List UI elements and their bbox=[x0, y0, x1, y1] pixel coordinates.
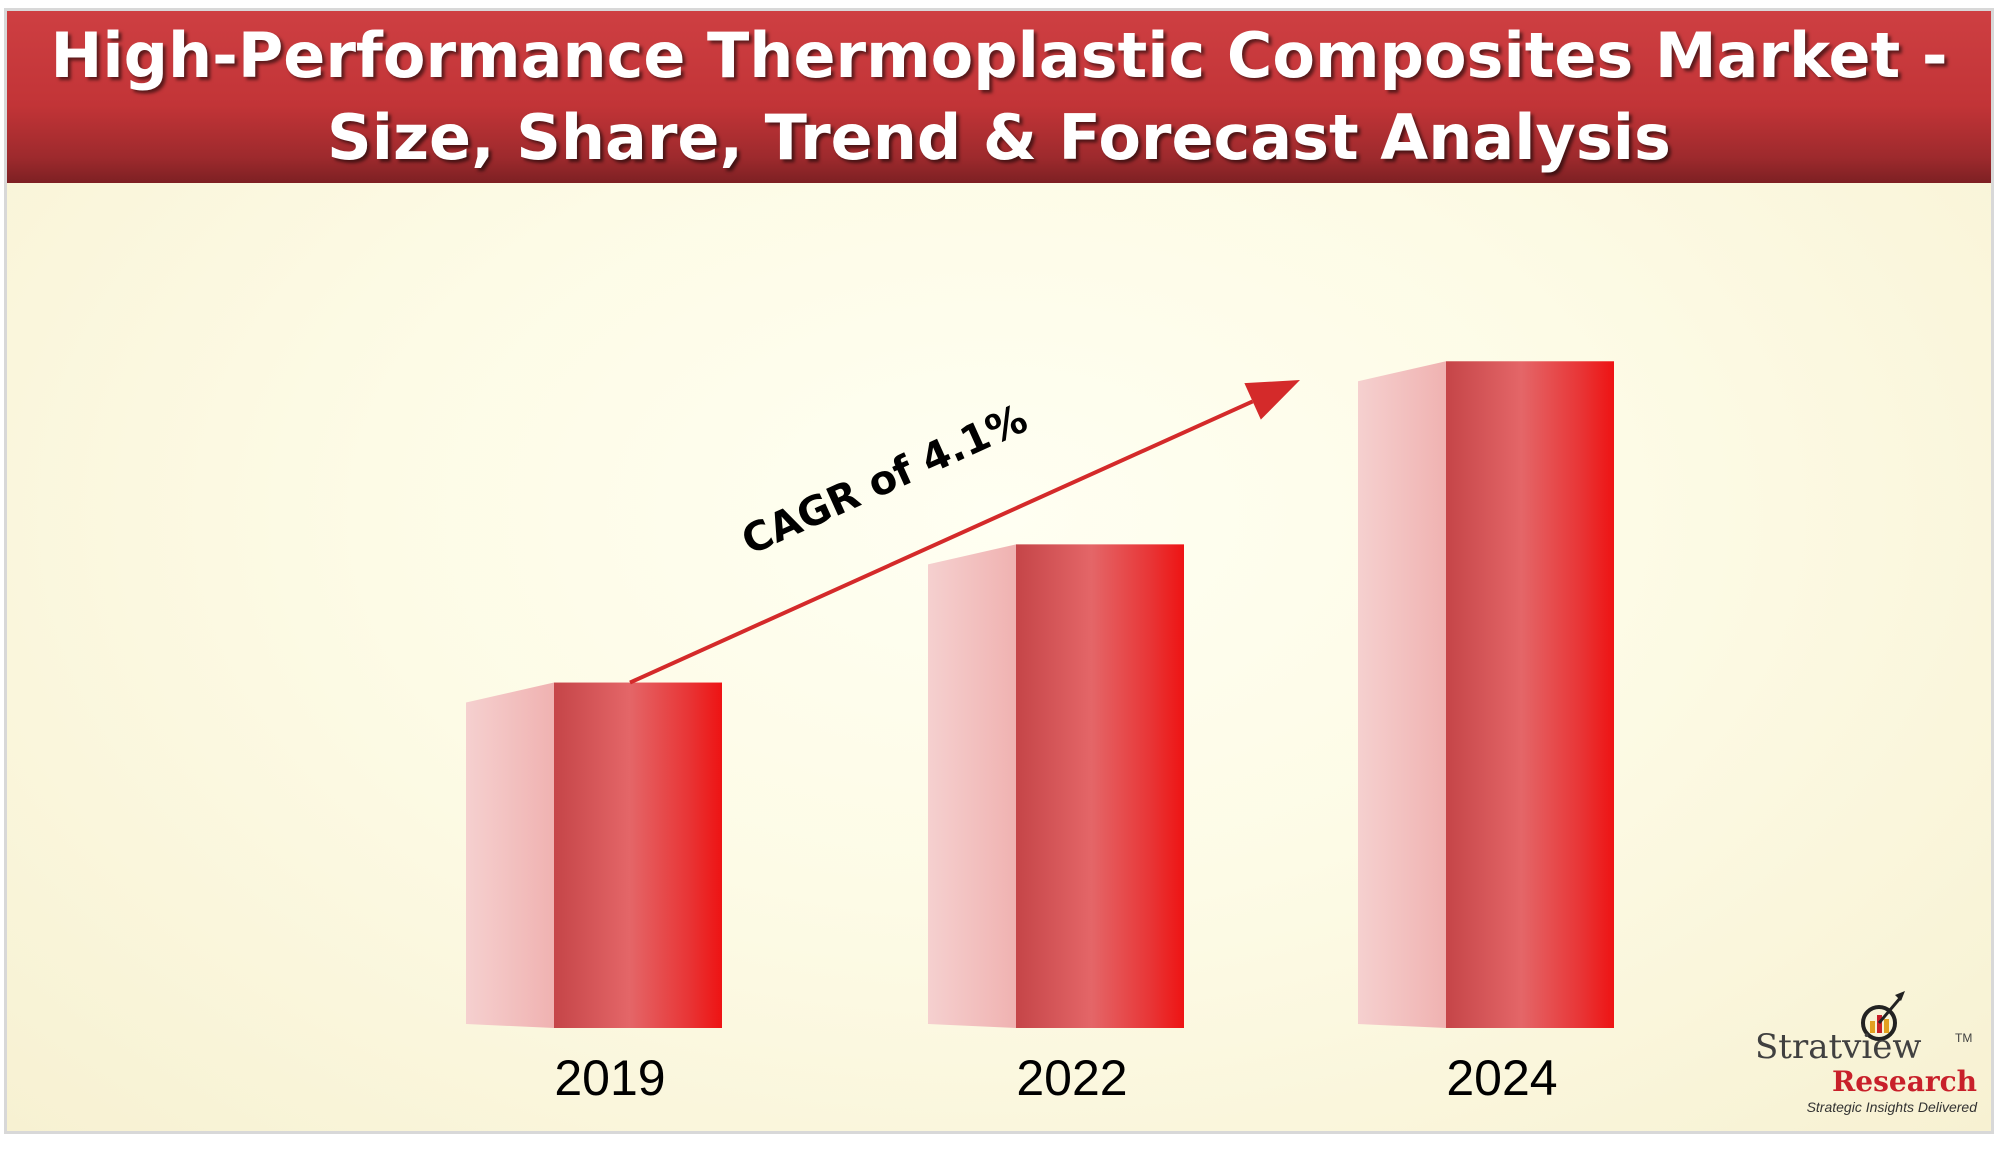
chart-title-line-2: Size, Share, Trend & Forecast Analysis bbox=[327, 101, 1671, 174]
cagr-annotation: CAGR of 4.1% bbox=[735, 396, 1034, 565]
cagr-arrow bbox=[629, 380, 1300, 685]
logo-research: Research bbox=[1832, 1065, 1977, 1098]
bar-2022 bbox=[1016, 544, 1184, 1028]
stratview-logo: Stratview TM Research Strategic Insights… bbox=[1745, 985, 1985, 1115]
title-banner: High-Performance Thermoplastic Composite… bbox=[7, 11, 1991, 183]
x-tick-label: 2024 bbox=[1446, 1050, 1557, 1106]
bar-2019 bbox=[554, 682, 722, 1028]
x-tick-label: 2022 bbox=[1016, 1050, 1127, 1106]
logo-name: Stratview bbox=[1755, 1027, 1922, 1067]
logo-trademark: TM bbox=[1955, 1031, 1973, 1045]
cagr-arrow-line bbox=[629, 399, 1254, 685]
logo-tagline: Strategic Insights Delivered bbox=[1806, 1099, 1977, 1115]
cagr-arrow-head bbox=[1244, 380, 1300, 420]
bar-side-2022 bbox=[928, 544, 1016, 1028]
chart-title-line-1: High-Performance Thermoplastic Composite… bbox=[50, 19, 1948, 92]
bar-side-2019 bbox=[466, 682, 554, 1028]
x-tick-label: 2019 bbox=[554, 1050, 665, 1106]
bar-side-2024 bbox=[1358, 361, 1446, 1029]
bar-2024 bbox=[1446, 361, 1614, 1029]
target-arrow-icon bbox=[1861, 991, 1905, 1041]
